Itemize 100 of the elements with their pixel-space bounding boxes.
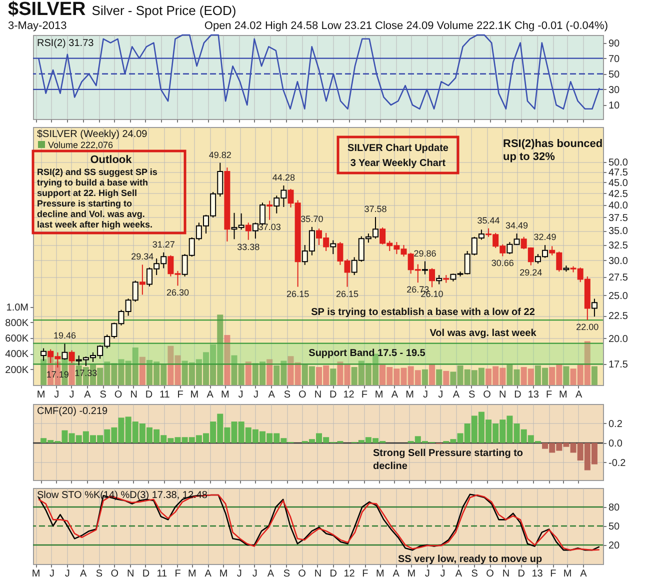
annotation: SS very low, ready to move up	[398, 554, 542, 565]
annotation: 49.82	[208, 150, 232, 160]
y-tick-label: 90	[608, 38, 620, 50]
x-tick-label: M	[220, 390, 230, 400]
x-tick-label: J	[422, 390, 428, 400]
annotation: 3 Year Weekly Chart	[350, 158, 446, 169]
y-tick-label: 20.0	[608, 334, 628, 345]
x-tick-label: O	[483, 390, 492, 400]
x-tick-label: O	[298, 568, 306, 580]
x-tick-label: D	[330, 390, 337, 400]
x-tick-label: N	[126, 568, 134, 580]
x-tick-label: J	[69, 390, 74, 400]
annotation: Strong Sell Pressure starting to decline	[373, 448, 524, 472]
x-tick-label: O	[114, 390, 122, 400]
y2-tick-label: 400K	[5, 349, 29, 360]
x-tick-label: M	[376, 568, 384, 580]
x-tick-label: J	[49, 568, 54, 580]
x-tick-label: N	[314, 568, 322, 580]
y2-tick-label: 1.0M	[6, 302, 28, 314]
y2-tick-label: 200K	[5, 364, 29, 376]
annotation: SP is trying to establish a base with a low of 22	[311, 307, 536, 318]
y-tick-label: 50.0	[608, 158, 628, 169]
y-tick-label: 30	[608, 84, 620, 96]
annotation: 29.86	[414, 248, 436, 258]
y-tick-label: 42.5	[608, 188, 628, 200]
x-tick-label: A	[268, 390, 276, 400]
y-tick-label: 50	[608, 69, 620, 80]
annotation: 26.30	[166, 288, 190, 298]
annotation: 29.24	[520, 267, 542, 278]
x-tick-label: D	[330, 568, 338, 580]
x-tick-label: A	[80, 568, 87, 580]
y-tick-label: 37.5	[608, 212, 628, 224]
x-tick-label: M	[36, 390, 46, 400]
band-label: Support Band 17.5 - 19.5	[308, 348, 426, 359]
x-tick-label: S	[96, 568, 103, 580]
x-tick-label: F	[550, 568, 556, 580]
x-tick-label: J	[252, 568, 258, 580]
annotation: 44.28	[272, 172, 295, 182]
text: 3-May-2013	[8, 20, 67, 33]
y-tick-label: 40.0	[608, 200, 628, 212]
x-tick-label: O	[110, 568, 119, 580]
x-tick-label: S	[468, 390, 476, 400]
x-tick-label: J	[440, 568, 446, 580]
y-tick-label: 10	[608, 100, 620, 112]
annotation: 22.00	[576, 322, 599, 332]
legend-label: Volume 222,076	[48, 140, 114, 150]
x-tick-label: 12	[344, 568, 356, 580]
x-tick-label: J	[424, 568, 430, 580]
annotation: 33.38	[237, 242, 260, 252]
x-tick-label: S	[283, 568, 290, 580]
x-tick-label: O	[298, 390, 306, 400]
annotation: 26.15	[286, 288, 310, 299]
annotation: 34.49	[506, 220, 528, 231]
x-tick-label: 13	[532, 568, 544, 580]
x-tick-label: F	[177, 390, 184, 400]
y-tick-label: 70	[608, 54, 620, 65]
annotation: 35.70	[300, 214, 324, 224]
annotation: 37.03	[258, 222, 281, 232]
y-tick-label: -0.2	[608, 458, 626, 469]
y-tick-label: 27.5	[608, 272, 628, 284]
x-tick-label: A	[580, 568, 588, 580]
annotation: SILVER Chart Update	[348, 143, 449, 154]
y-tick-label: 0.0	[608, 438, 623, 450]
x-tick-label: J	[238, 390, 244, 400]
chart-title: CMF(20) -0.219	[37, 406, 108, 417]
x-tick-label: F	[362, 568, 368, 580]
annotation: 32.49	[534, 232, 556, 242]
x-tick-label: 12	[343, 390, 355, 400]
x-tick-label: O	[486, 568, 494, 580]
x-tick-label: F	[546, 390, 552, 400]
x-tick-label: M	[563, 568, 572, 580]
candlestick	[139, 264, 146, 296]
annotation: 29.34	[131, 252, 154, 262]
chart-title: $SILVER (Weekly) 24.09	[37, 129, 148, 140]
x-tick-label: M	[406, 390, 414, 400]
x-tick-label: N	[502, 568, 510, 580]
candlestick	[245, 222, 252, 240]
x-tick-label: J	[438, 390, 444, 400]
x-tick-label: S	[100, 390, 107, 400]
annotation: 35.44	[477, 215, 500, 226]
annotation: RSI(2) and SS suggest SP is trying to build a base with support at 22. High Sell Pressure is starting to decline and Vol. was avg. last week after high weeks.	[37, 167, 158, 230]
x-tick-label: 11	[159, 390, 170, 400]
x-tick-label: A	[391, 390, 398, 400]
text: Open 24.02 High 24.58 Low 23.21 Close 24.09 Volume 222.1K Chg -0.01 (-0.04%)	[204, 20, 608, 33]
x-tick-label: M	[407, 568, 416, 580]
annotation: 26.15	[336, 288, 359, 299]
x-tick-label: A	[204, 568, 212, 580]
annotation: 17.19	[46, 370, 69, 380]
y-tick-label: 50	[608, 522, 620, 532]
x-tick-label: A	[267, 568, 274, 580]
candlestick	[330, 240, 336, 255]
y-tick-label: 25.0	[608, 290, 628, 302]
annotation: 37.58	[364, 204, 387, 214]
x-tick-label: M	[559, 390, 568, 400]
annotation: RSI(2) 31.73	[37, 38, 94, 49]
x-tick-label: F	[361, 390, 368, 400]
x-tick-label: A	[84, 390, 92, 400]
x-tick-label: N	[314, 390, 322, 400]
x-tick-label: S	[284, 390, 291, 400]
candlestick	[436, 274, 442, 285]
